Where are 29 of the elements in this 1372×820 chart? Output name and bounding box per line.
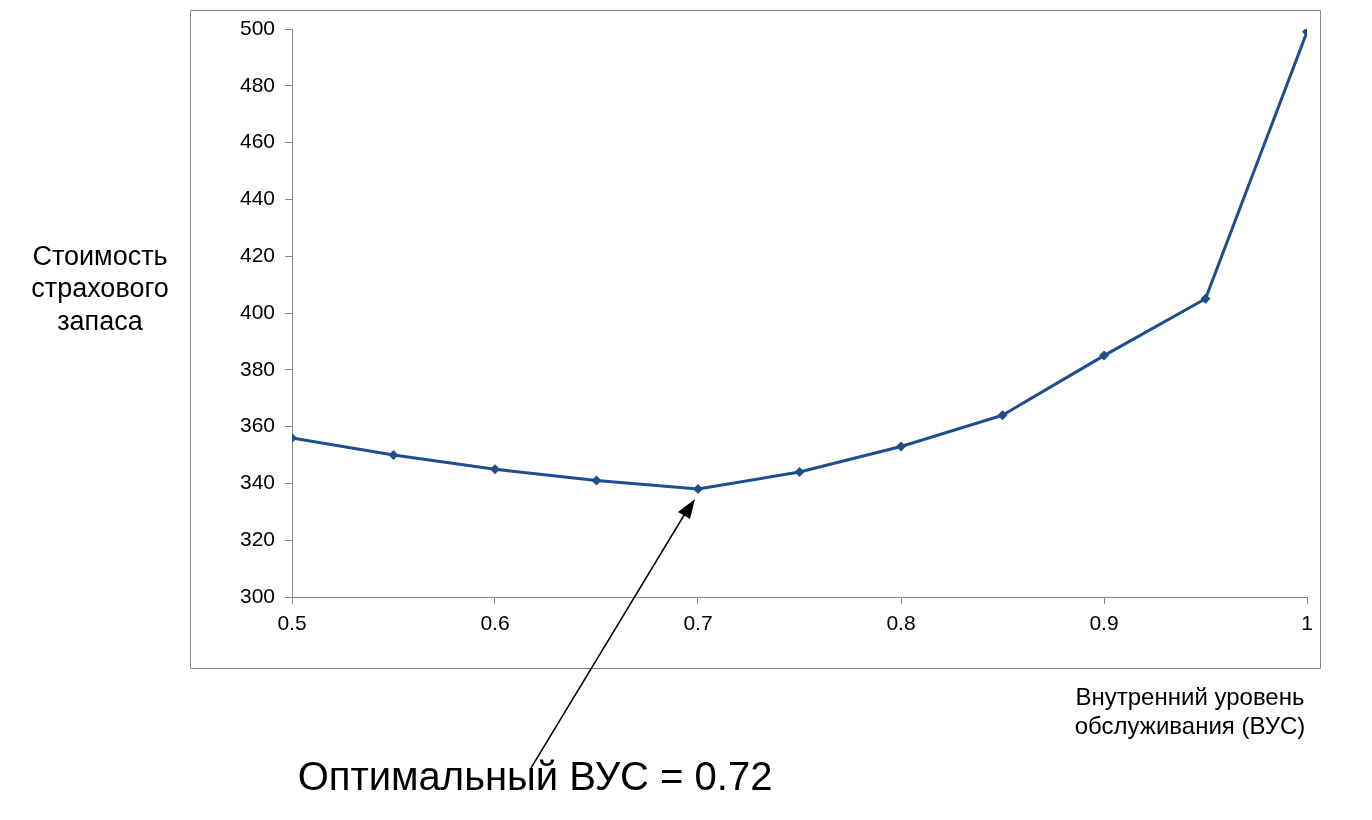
y-tick-label: 380 bbox=[239, 356, 275, 380]
point bbox=[490, 464, 500, 475]
x-tick-label: 0.8 bbox=[886, 611, 916, 635]
point bbox=[388, 450, 399, 460]
point bbox=[997, 410, 1008, 421]
x-tick-label: 1 bbox=[1301, 611, 1313, 635]
y-tick-label: 320 bbox=[239, 527, 275, 550]
y-tick-label: 460 bbox=[239, 129, 275, 153]
x-tick-label: 0.5 bbox=[277, 611, 307, 635]
y-tick-label: 500 bbox=[239, 15, 275, 39]
y-tick-label: 480 bbox=[239, 72, 275, 96]
y-tick-label: 340 bbox=[239, 470, 275, 494]
y-axis-title: Стоимость страхового запаса bbox=[30, 240, 170, 338]
y-tick-label: 400 bbox=[239, 299, 275, 323]
y-tick-label: 440 bbox=[239, 186, 275, 210]
point bbox=[693, 484, 703, 495]
point bbox=[794, 467, 805, 478]
point bbox=[591, 475, 602, 486]
text: Оптимальный ВУС = 0.72 bbox=[296, 753, 774, 800]
x-tick-label: 0.6 bbox=[480, 611, 510, 635]
x-tick-label: 0.7 bbox=[683, 611, 713, 635]
y-tick-label: 420 bbox=[239, 243, 275, 266]
point bbox=[1200, 293, 1211, 304]
y-tick-label: 360 bbox=[239, 413, 275, 437]
point bbox=[896, 441, 906, 452]
point bbox=[1099, 350, 1109, 361]
x-tick-label: 0.9 bbox=[1089, 611, 1119, 635]
y-tick-label: 300 bbox=[239, 583, 275, 607]
x-axis-title: Внутренний уровень обслуживания (ВУС) bbox=[1073, 683, 1307, 741]
